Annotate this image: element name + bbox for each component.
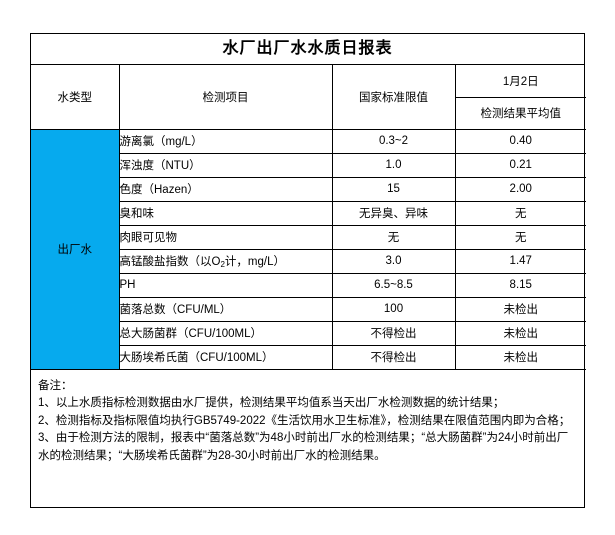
note-line-1: 1、以上水质指标检测数据由水厂提供，检测结果平均值系当天出厂水检测数据的统计结果…: [38, 397, 505, 409]
cell-limit: 无异臭、异味: [331, 200, 456, 226]
cell-limit: 不得检出: [331, 320, 456, 346]
notes-heading: 备注：: [38, 379, 73, 392]
cell-limit: 1.0: [331, 152, 456, 178]
notes-section: 备注： 1、以上水质指标检测数据由水厂提供，检测结果平均值系当天出厂水检测数据的…: [31, 370, 584, 466]
cell-result: 0.21: [454, 152, 586, 178]
table-header: 水类型 检测项目 国家标准限值 1月2日 检测结果平均值: [31, 65, 586, 130]
cell-test-item: PH: [118, 272, 333, 298]
cell-test-item: 总大肠菌群（CFU/100ML）: [118, 320, 333, 346]
cell-result: 1.47: [454, 248, 586, 274]
cell-result: 无: [454, 200, 586, 226]
cell-test-item: 肉眼可见物: [118, 224, 333, 250]
cell-result: 8.15: [454, 272, 586, 298]
cell-result: 无: [454, 224, 586, 250]
column-header-date: 1月2日: [454, 65, 586, 98]
cell-test-item: 菌落总数（CFU/ML）: [118, 296, 333, 322]
table-row: 出厂水 游离氯（mg/L） 0.3~2 0.40: [31, 128, 586, 370]
column-header-test-item: 检测项目: [118, 65, 333, 130]
report-title-row: 水厂出厂水水质日报表: [31, 34, 584, 65]
cell-result: 2.00: [454, 176, 586, 202]
cell-test-item: 大肠埃希氏菌（CFU/100ML）: [118, 344, 333, 370]
cell-limit: 15: [331, 176, 456, 202]
cell-test-item: 色度（Hazen）: [118, 176, 333, 202]
cell-limit: 无: [331, 224, 456, 250]
note-line-3: 3、由于检测方法的限制，报表中“菌落总数”为48小时前出厂水的检测结果；“总大肠…: [38, 432, 569, 462]
cell-result: 未检出: [454, 344, 586, 370]
cell-test-item: 高锰酸盐指数（以O2计，mg/L）: [118, 248, 333, 274]
column-header-water-type: 水类型: [31, 65, 120, 130]
cell-test-item: 浑浊度（NTU）: [118, 152, 333, 178]
cell-limit: 不得检出: [331, 344, 456, 370]
table-row: 臭和味 无异臭、异味 无: [31, 200, 586, 226]
table-row: 肉眼可见物 无 无: [31, 224, 586, 250]
cell-result: 未检出: [454, 296, 586, 322]
cell-limit: 3.0: [331, 248, 456, 274]
table-body: 出厂水 游离氯（mg/L） 0.3~2 0.40 浑浊度（NTU） 1.0 0.…: [31, 128, 586, 370]
note-line-2: 2、检测指标及指标限值均执行GB5749-2022《生活饮用水卫生标准》，检测结…: [38, 414, 571, 427]
cell-result: 未检出: [454, 320, 586, 346]
water-quality-report: 水厂出厂水水质日报表 水类型 检测项目 国家标准限值 1月2日 检测结果平均值 …: [30, 33, 586, 508]
cell-water-type: 出厂水: [31, 128, 120, 370]
table-row: 大肠埃希氏菌（CFU/100ML） 不得检出 未检出: [31, 344, 586, 370]
cell-limit: 100: [331, 296, 456, 322]
cell-test-item-part-a: 高锰酸盐指数（以O: [119, 256, 221, 268]
column-header-result-average: 检测结果平均值: [454, 96, 586, 130]
table-row: 高锰酸盐指数（以O2计，mg/L） 3.0 1.47: [31, 248, 586, 274]
cell-test-item-subscript: 2: [220, 260, 225, 269]
table-row: 菌落总数（CFU/ML） 100 未检出: [31, 296, 586, 322]
cell-test-item-part-b: 计，mg/L）: [224, 256, 285, 268]
column-header-national-limit: 国家标准限值: [331, 65, 456, 130]
cell-limit: 0.3~2: [331, 128, 456, 154]
water-quality-table: 水类型 检测项目 国家标准限值 1月2日 检测结果平均值 出厂水 游离氯（mg/…: [31, 65, 586, 370]
cell-test-item: 游离氯（mg/L）: [118, 128, 333, 154]
page-title: 水厂出厂水水质日报表: [222, 40, 393, 57]
cell-test-item: 臭和味: [118, 200, 333, 226]
cell-result: 0.40: [454, 128, 586, 154]
cell-limit: 6.5~8.5: [331, 272, 456, 298]
table-row: PH 6.5~8.5 8.15: [31, 272, 586, 298]
